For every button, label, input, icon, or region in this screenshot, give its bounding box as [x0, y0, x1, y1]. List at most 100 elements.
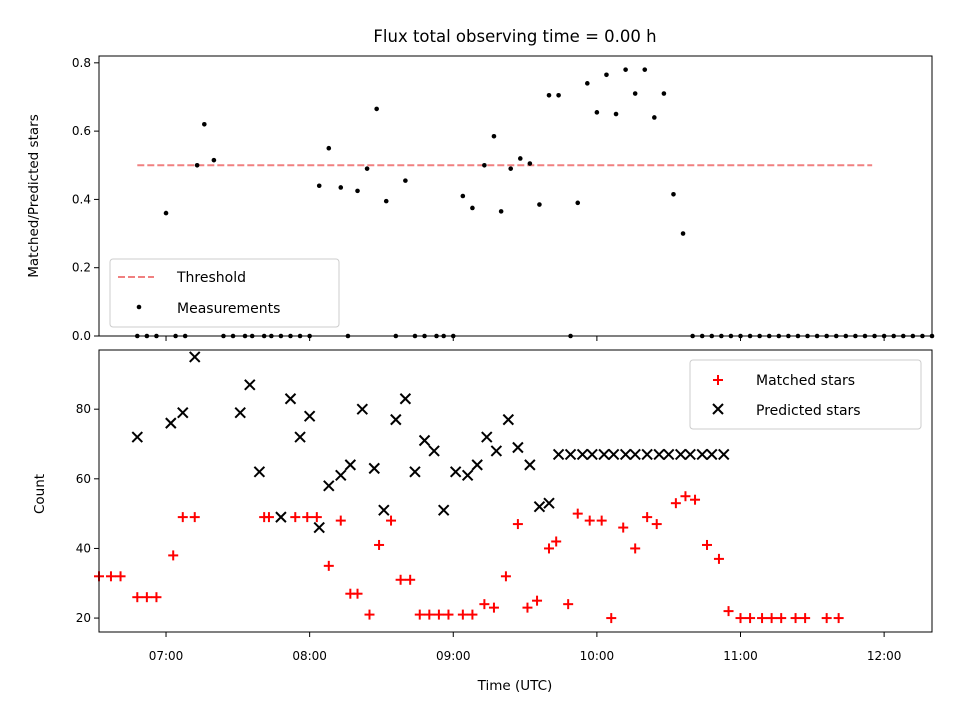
top-x-ticks: [165, 336, 885, 341]
bottom-y-axis-label: Count: [32, 474, 48, 514]
x-tick-label: 11:00: [723, 649, 758, 663]
matched-star-point: [467, 609, 478, 620]
top-legend-box: [109, 258, 340, 328]
matched-star-point: [405, 574, 416, 585]
x-tick-label: 09:00: [436, 649, 471, 663]
predicted-star-point: [471, 459, 483, 471]
measurement-point: [374, 106, 379, 112]
top-y-tick-label: 0.0: [72, 329, 91, 343]
predicted-star-point: [275, 511, 287, 523]
predicted-star-point: [253, 466, 266, 478]
matched-star-point: [189, 512, 200, 523]
matched-star-point: [821, 613, 832, 624]
x-tick-label: 08:00: [292, 649, 327, 663]
top-y-tick-label: 0.2: [72, 261, 91, 275]
matched-star-point: [563, 599, 574, 610]
legend-predicted-label: Predicted stars: [756, 403, 861, 419]
matched-star-point: [735, 613, 746, 624]
measurement-point: [202, 121, 207, 127]
predicted-star-point: [378, 504, 390, 516]
measurement-point: [163, 210, 169, 216]
legend-matched-swatch: [713, 375, 723, 385]
top-y-tick-label: 0.4: [72, 192, 91, 206]
predicted-star-point: [356, 403, 369, 415]
predicted-star-point: [629, 448, 641, 461]
stars-layer: [94, 351, 844, 624]
x-axis-label: Time (UTC): [477, 678, 553, 694]
measurement-point: [491, 133, 497, 139]
top-y-axis-label: Matched/Predicted stars: [26, 114, 42, 277]
predicted-star-point: [409, 466, 421, 478]
bottom-legend-box: [689, 359, 922, 430]
matched-star-point: [680, 491, 691, 502]
matched-star-point: [105, 571, 116, 582]
predicted-star-point: [399, 393, 412, 405]
measurement-point: [316, 183, 322, 189]
predicted-star-point: [619, 448, 632, 461]
matched-star-point: [522, 602, 533, 613]
predicted-star-point: [461, 469, 474, 482]
matched-star-point: [115, 571, 126, 582]
measurement-point: [575, 200, 581, 206]
predicted-star-point: [533, 500, 546, 513]
predicted-star-point: [234, 406, 246, 419]
measurement-point: [355, 188, 360, 194]
matched-star-point: [596, 515, 607, 526]
bottom-legend: Matched stars Predicted stars: [689, 359, 922, 430]
measurement-point: [556, 92, 561, 98]
measurement-point: [632, 91, 638, 96]
predicted-star-point: [368, 462, 380, 475]
predicted-star-point: [189, 351, 201, 363]
predicted-star-point: [294, 431, 306, 443]
measurement-point: [680, 231, 686, 236]
matched-star-point: [386, 515, 397, 526]
top-panel: 0.00.20.40.60.8 Matched/Predicted stars …: [26, 55, 935, 343]
matched-star-point: [833, 613, 844, 624]
matched-star-point: [766, 613, 777, 624]
measurement-point: [594, 110, 600, 115]
matched-star-point: [642, 512, 653, 523]
predicted-star-point: [303, 410, 316, 422]
matched-star-point: [177, 512, 188, 523]
predicted-star-point: [284, 393, 297, 405]
top-y-tick-label: 0.8: [72, 56, 91, 70]
bottom-y-tick-label: 80: [76, 402, 91, 416]
measurement-point: [338, 185, 344, 190]
predicted-star-point: [564, 448, 577, 461]
predicted-star-point: [165, 417, 177, 429]
measurement-point: [194, 162, 200, 168]
predicted-star-point: [490, 445, 503, 457]
matched-star-point: [302, 512, 313, 523]
predicted-star-point: [653, 448, 665, 461]
matched-star-point: [395, 574, 406, 585]
measurement-point: [498, 209, 504, 214]
predicted-star-point: [428, 445, 440, 457]
matched-star-point: [479, 599, 490, 610]
matched-star-point: [584, 515, 595, 526]
matched-star-point: [790, 613, 801, 624]
measurement-point: [661, 91, 667, 96]
matched-star-point: [723, 606, 734, 617]
matched-star-point: [606, 613, 617, 624]
predicted-star-point: [543, 497, 555, 509]
matched-star-point: [151, 592, 162, 603]
predicted-star-point: [674, 448, 687, 461]
matched-star-point: [290, 512, 301, 523]
predicted-star-point: [313, 521, 325, 534]
top-axes-frame: [98, 55, 933, 337]
legend-threshold-label: Threshold: [176, 270, 246, 286]
matched-star-point: [757, 613, 768, 624]
measurement-point: [527, 161, 533, 166]
measurement-point: [326, 145, 332, 151]
matched-star-point: [618, 522, 629, 533]
predicted-star-point: [576, 448, 589, 461]
matched-star-point: [132, 592, 143, 603]
predicted-star-point: [335, 469, 347, 482]
matched-star-point: [713, 553, 724, 564]
top-y-ticks: 0.0 0.2 0.4 0.6 0.8: [72, 56, 99, 343]
predicted-star-point: [131, 431, 144, 443]
predicted-star-point: [244, 379, 256, 391]
matched-star-point: [424, 609, 435, 620]
